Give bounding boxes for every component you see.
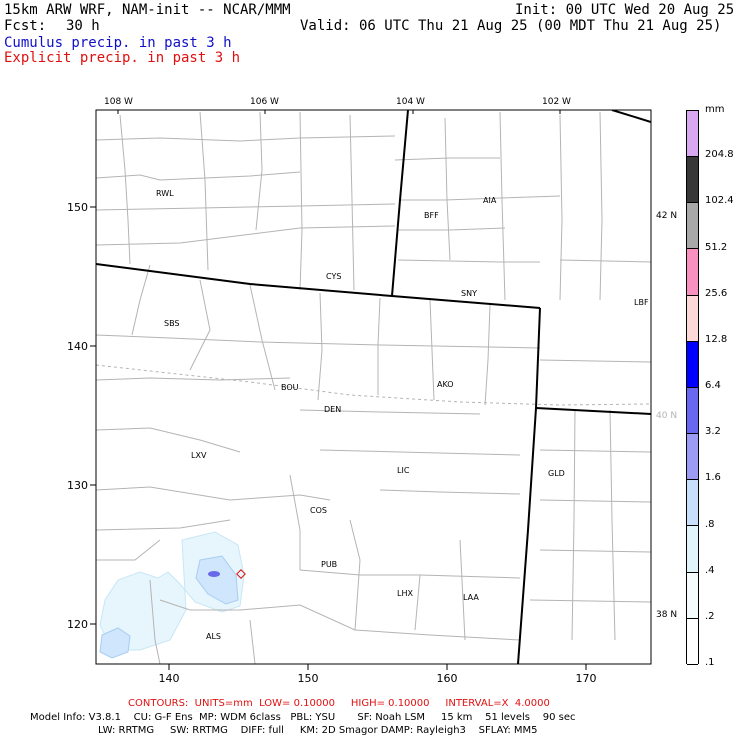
city-cys: CYS xyxy=(326,272,341,281)
x-tick-170: 170 xyxy=(576,672,597,685)
colorbar-segment xyxy=(687,387,698,435)
dashed-boundary xyxy=(96,364,651,406)
top-ticks xyxy=(117,110,561,114)
y-tick-150: 150 xyxy=(67,201,88,214)
precip-core xyxy=(208,571,220,577)
map-frame xyxy=(95,109,652,665)
city-gld: GLD xyxy=(548,469,565,478)
colorbar-segment xyxy=(687,111,698,158)
colorbar-label: 1.6 xyxy=(705,472,721,484)
colorbar-segment xyxy=(687,249,698,296)
y-tick-130: 130 xyxy=(67,479,88,492)
city-sbs: SBS xyxy=(164,319,180,328)
lon-label-106w: 106 W xyxy=(250,97,279,107)
city-lxv: LXV xyxy=(191,451,207,460)
colorbar-segment xyxy=(687,572,698,619)
lat-label-38n: 38 N xyxy=(656,610,677,620)
model-info-line1: Model Info: V3.8.1 CU: G-F Ens MP: WDM 6… xyxy=(30,712,576,723)
lat-label-40n: 40 N xyxy=(656,411,677,421)
latitude-labels: 42 N 40 N 38 N xyxy=(656,211,677,620)
model-info-line2: LW: RRTMG SW: RRTMG DIFF: full KM: 2D Sm… xyxy=(98,725,538,736)
colorbar-label: .2 xyxy=(705,610,715,622)
explicit-legend: Explicit precip. in past 3 h xyxy=(4,50,241,66)
y-tick-120: 120 xyxy=(67,618,88,631)
colorbar-segment xyxy=(687,295,698,342)
colorbar-label: 51.2 xyxy=(705,241,728,253)
city-pub: PUB xyxy=(321,560,337,569)
state-borders xyxy=(96,110,651,664)
colorbar-unit: mm xyxy=(705,104,725,115)
x-tick-marks xyxy=(168,664,587,670)
init-time: Init: 00 UTC Wed 20 Aug 25 xyxy=(515,2,735,18)
station-marker xyxy=(236,569,246,579)
colorbar-label: 102.4 xyxy=(705,195,734,207)
city-labels: RWL BFF AIA CYS SNY LBF SBS BOU AKO DEN … xyxy=(156,189,649,641)
x-tick-140: 140 xyxy=(159,672,180,685)
county-lines xyxy=(96,111,651,664)
x-tick-160: 160 xyxy=(437,672,458,685)
colorbar-label: 12.8 xyxy=(705,333,728,345)
forecast-hour: 30 h xyxy=(66,18,100,34)
colorbar-segment xyxy=(687,341,698,388)
city-laa: LAA xyxy=(463,593,479,602)
city-lbf: LBF xyxy=(634,298,649,307)
city-lic: LIC xyxy=(397,466,410,475)
colorbar-segment xyxy=(687,434,698,481)
cumulus-legend: Cumulus precip. in past 3 h xyxy=(4,35,232,51)
colorbar-label: .4 xyxy=(705,564,715,576)
colorbar-label: .1 xyxy=(705,657,715,668)
city-aia: AIA xyxy=(483,196,497,205)
colorbar-segment xyxy=(687,618,698,665)
city-lhx: LHX xyxy=(397,589,413,598)
map-contents xyxy=(96,110,651,664)
forecast-label: Fcst: xyxy=(4,18,47,34)
x-tick-150: 150 xyxy=(298,672,319,685)
city-bou: BOU xyxy=(281,383,299,392)
city-cos: COS xyxy=(310,506,327,515)
lon-label-108w: 108 W xyxy=(104,97,133,107)
colorbar-label: 6.4 xyxy=(705,380,721,391)
contours-info: CONTOURS: UNITS=mm LOW= 0.10000 HIGH= 0.… xyxy=(128,698,550,709)
city-bff: BFF xyxy=(424,211,439,220)
colorbar-label: 204.8 xyxy=(705,149,734,161)
city-den: DEN xyxy=(324,405,341,414)
precip-area-sw xyxy=(99,627,131,659)
y-tick-140: 140 xyxy=(67,340,88,353)
x-tick-labels: 140 150 160 170 xyxy=(159,672,597,685)
colorbar-segment xyxy=(687,526,698,573)
colorbar-segment xyxy=(687,157,698,204)
y-tick-marks xyxy=(90,206,96,625)
city-als: ALS xyxy=(206,632,221,641)
lat-label-42n: 42 N xyxy=(656,211,677,221)
city-rwl: RWL xyxy=(156,189,174,198)
precip-colorbar xyxy=(686,110,699,665)
valid-time: Valid: 06 UTC Thu 21 Aug 25 (00 MDT Thu … xyxy=(300,18,722,34)
lon-label-102w: 102 W xyxy=(542,97,571,107)
colorbar-segment xyxy=(687,203,698,250)
model-title: 15km ARW WRF, NAM-init -- NCAR/MMM xyxy=(4,2,291,18)
y-tick-labels: 150 140 130 120 xyxy=(67,201,88,631)
city-sny: SNY xyxy=(461,289,477,298)
colorbar-segment xyxy=(687,480,698,527)
colorbar-label: 25.6 xyxy=(705,287,728,299)
city-ako: AKO xyxy=(437,380,454,389)
colorbar-label: 3.2 xyxy=(705,426,721,438)
colorbar-label: .8 xyxy=(705,518,715,530)
lon-label-104w: 104 W xyxy=(396,97,425,107)
precip-area-mid xyxy=(195,555,239,605)
longitude-labels: 108 W 106 W 104 W 102 W xyxy=(104,97,571,107)
